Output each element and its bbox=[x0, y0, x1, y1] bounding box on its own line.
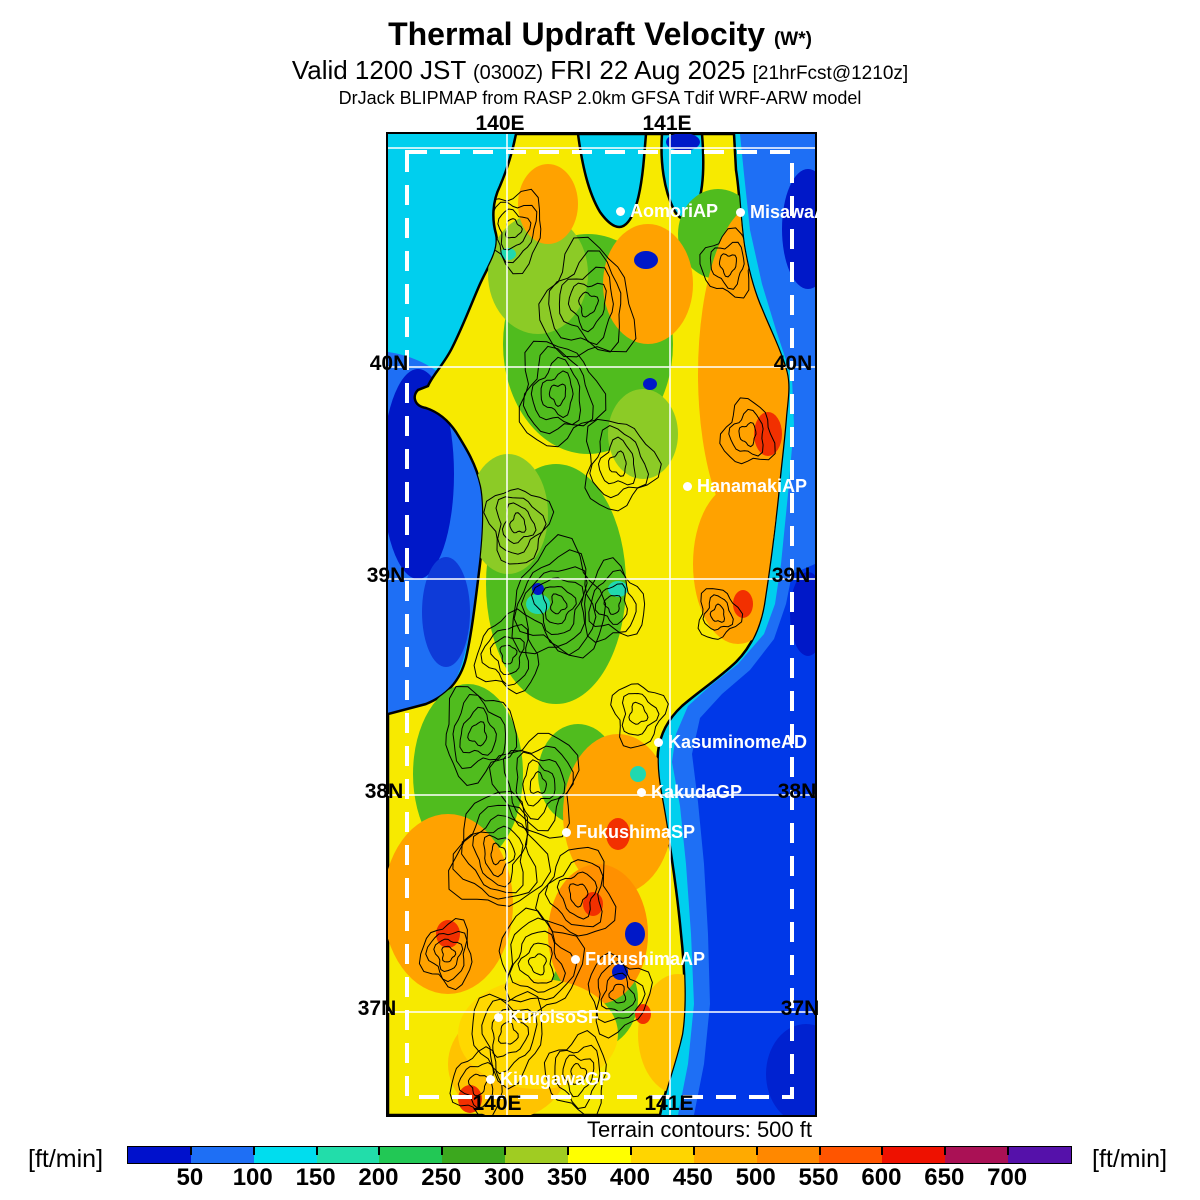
bay-layer bbox=[576, 134, 705, 229]
model-domain-boundary bbox=[405, 150, 794, 1099]
colorbar-segment bbox=[253, 1147, 317, 1163]
colorbar-tick-label: 350 bbox=[547, 1164, 588, 1191]
colorbar-tick-label: 450 bbox=[672, 1164, 713, 1191]
colorbar-segment bbox=[1008, 1147, 1071, 1163]
colorbar-tick-label: 200 bbox=[358, 1164, 399, 1191]
colorbar-tick-labels: 50 100 150 200 250 300 350 400 450 500 550 600 650 70… bbox=[0, 1162, 1200, 1191]
colorbar-segment bbox=[756, 1147, 820, 1163]
forecast-tag: [21hrFcst@1210z] bbox=[752, 63, 909, 84]
colorbar-tick-label: 600 bbox=[861, 1164, 902, 1191]
terrain-contours-note: Terrain contours: 500 ft bbox=[586, 1117, 812, 1142]
map-panel bbox=[386, 132, 817, 1117]
colorbar-unit-left: [ft/min] bbox=[28, 1145, 104, 1173]
colorbar-tick bbox=[252, 1147, 255, 1155]
terrain-contour-lines bbox=[418, 188, 776, 1115]
colorbar-segment bbox=[190, 1147, 254, 1163]
colorbar-tick-label: 50 bbox=[176, 1164, 204, 1191]
colorbar-tick bbox=[441, 1147, 444, 1155]
colorbar-tick bbox=[881, 1147, 884, 1155]
model-line: DrJack BLIPMAP from RASP 2.0km GFSA Tdif… bbox=[338, 88, 862, 108]
valid-time-line: Valid 1200 JST (0300Z) FRI 22 Aug 2025 [… bbox=[0, 55, 1200, 86]
page-title: Thermal Updraft Velocity (W*) bbox=[0, 16, 1200, 53]
colorbar-tick-label: 650 bbox=[924, 1164, 965, 1191]
colorbar-tick bbox=[189, 1147, 192, 1155]
colorbar-tick bbox=[315, 1147, 318, 1155]
colorbar-segment bbox=[316, 1147, 380, 1163]
valid-prefix: Valid 1200 JST bbox=[291, 55, 466, 85]
updraft-color-patches bbox=[388, 164, 789, 1115]
valid-zulu: (0300Z) bbox=[473, 62, 544, 84]
colorbar-segment bbox=[128, 1147, 191, 1163]
colorbar-segment bbox=[379, 1147, 443, 1163]
colorbar-tick-label: 100 bbox=[232, 1164, 273, 1191]
colorbar bbox=[127, 1146, 1072, 1164]
colorbar-tick-label: 700 bbox=[987, 1164, 1028, 1191]
colorbar-tick-label: 300 bbox=[484, 1164, 525, 1191]
colorbar-tick-label: 400 bbox=[609, 1164, 650, 1191]
colorbar-segment bbox=[819, 1147, 883, 1163]
latlon-grid-lines bbox=[388, 134, 815, 1115]
colorbar-tick-label: 500 bbox=[735, 1164, 776, 1191]
colorbar-segment bbox=[882, 1147, 946, 1163]
colorbar-tick bbox=[378, 1147, 381, 1155]
colorbar-tick bbox=[944, 1147, 947, 1155]
colorbar-tick bbox=[1007, 1147, 1010, 1155]
colorbar-unit-right: [ft/min] bbox=[1092, 1145, 1168, 1173]
colorbar-tick bbox=[567, 1147, 570, 1155]
colorbar-segment bbox=[693, 1147, 757, 1163]
colorbar-tick bbox=[818, 1147, 821, 1155]
colorbar-tick-label: 250 bbox=[421, 1164, 462, 1191]
colorbar-segment bbox=[505, 1147, 569, 1163]
colorbar-tick bbox=[692, 1147, 695, 1155]
map-image bbox=[388, 134, 815, 1115]
colorbar-tick-label: 150 bbox=[295, 1164, 336, 1191]
colorbar-segment bbox=[630, 1147, 694, 1163]
colorbar-segment bbox=[442, 1147, 506, 1163]
title-parameter: (W*) bbox=[773, 29, 812, 50]
colorbar-tick bbox=[504, 1147, 507, 1155]
valid-date: FRI 22 Aug 2025 bbox=[550, 55, 746, 85]
colorbar-segment bbox=[945, 1147, 1009, 1163]
colorbar-tick-label: 550 bbox=[798, 1164, 839, 1191]
colorbar-tick bbox=[629, 1147, 632, 1155]
colorbar-segment bbox=[568, 1147, 631, 1163]
colorbar-tick bbox=[755, 1147, 758, 1155]
title-main: Thermal Updraft Velocity bbox=[388, 16, 766, 52]
